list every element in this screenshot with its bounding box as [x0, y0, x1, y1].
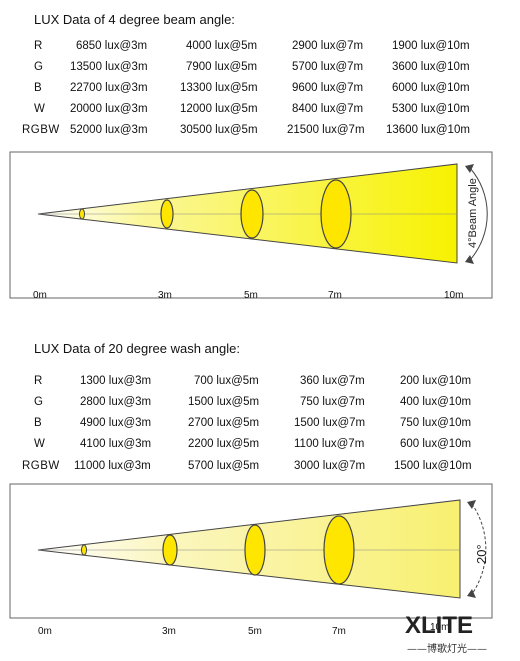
table-row: G 2800 lux@3m 1500 lux@5m 750 lux@7m 400…	[0, 396, 520, 412]
logo-subtitle: ——博歌灯光——	[407, 644, 487, 655]
lux-value: 600 lux@10m	[400, 438, 472, 450]
arrow-head	[467, 500, 476, 509]
beam-diagram: 4°Beam Angle	[9, 151, 493, 299]
lux-value: 22700 lux@3m	[70, 82, 148, 94]
lux-value: 6850 lux@3m	[76, 40, 148, 52]
lux-value: 400 lux@10m	[400, 396, 472, 408]
beam-section-title: LUX Data of 4 degree beam angle:	[34, 12, 235, 27]
distance-label: 3m	[162, 626, 176, 637]
spot-ellipse	[79, 208, 85, 220]
spot-ellipse	[81, 544, 87, 556]
arrow-head	[465, 164, 474, 173]
distance-label: 7m	[328, 290, 342, 301]
lux-value: 21500 lux@7m	[287, 124, 365, 136]
lux-value: 1500 lux@5m	[188, 396, 260, 408]
spot-ellipse	[320, 179, 352, 249]
distance-label: 5m	[244, 290, 258, 301]
color-label: G	[34, 396, 43, 408]
lux-value: 5300 lux@10m	[392, 103, 470, 115]
color-label: G	[34, 61, 43, 73]
lux-value: 30500 lux@5m	[180, 124, 258, 136]
lux-value: 20000 lux@3m	[70, 103, 148, 115]
lux-value: 13600 lux@10m	[386, 124, 470, 136]
spot-ellipse	[240, 189, 264, 239]
spot-ellipse	[323, 515, 355, 585]
lux-value: 1300 lux@3m	[80, 375, 152, 387]
color-label: B	[34, 82, 42, 94]
arrow-head	[465, 255, 474, 264]
wash-section-title: LUX Data of 20 degree wash angle:	[34, 341, 240, 356]
table-row: B 4900 lux@3m 2700 lux@5m 1500 lux@7m 75…	[0, 417, 520, 433]
color-label: W	[34, 438, 45, 450]
table-row: W 4100 lux@3m 2200 lux@5m 1100 lux@7m 60…	[0, 438, 520, 454]
distance-label: 5m	[248, 626, 262, 637]
angle-arc	[471, 503, 487, 595]
color-label: RGBW	[22, 460, 60, 472]
diagram-frame	[9, 151, 493, 299]
lux-value: 750 lux@10m	[400, 417, 472, 429]
table-row: W 20000 lux@3m 12000 lux@5m 8400 lux@7m …	[0, 103, 520, 119]
lux-value: 3600 lux@10m	[392, 61, 470, 73]
color-label: B	[34, 417, 42, 429]
color-label: R	[34, 375, 43, 387]
lux-value: 5700 lux@7m	[292, 61, 364, 73]
table-row: R 1300 lux@3m 700 lux@5m 360 lux@7m 200 …	[0, 375, 520, 391]
wash-diagram: 20°	[9, 483, 493, 619]
lux-value: 3000 lux@7m	[294, 460, 366, 472]
lux-value: 4000 lux@5m	[186, 40, 258, 52]
distance-label: 10m	[444, 290, 464, 301]
distance-label: 7m	[332, 626, 346, 637]
lux-value: 700 lux@5m	[194, 375, 259, 387]
lux-value: 360 lux@7m	[300, 375, 365, 387]
distance-label: 0m	[33, 290, 47, 301]
angle-label: 4°Beam Angle	[467, 178, 479, 248]
spot-ellipse	[160, 199, 174, 229]
table-row: B 22700 lux@3m 13300 lux@5m 9600 lux@7m …	[0, 82, 520, 98]
brand-logo: XLITE ——博歌灯光——	[405, 612, 505, 655]
lux-value: 1900 lux@10m	[392, 40, 470, 52]
lux-value: 5700 lux@5m	[188, 460, 260, 472]
lux-value: 1500 lux@7m	[294, 417, 366, 429]
table-row: RGBW 11000 lux@3m 5700 lux@5m 3000 lux@7…	[0, 460, 520, 476]
lux-value: 2900 lux@7m	[292, 40, 364, 52]
lux-value: 200 lux@10m	[400, 375, 472, 387]
color-label: RGBW	[22, 124, 60, 136]
lux-value: 13500 lux@3m	[70, 61, 148, 73]
spot-ellipse	[162, 534, 178, 566]
lux-value: 52000 lux@3m	[70, 124, 148, 136]
arrow-head	[467, 589, 476, 598]
distance-label: 0m	[38, 626, 52, 637]
table-row: R 6850 lux@3m 4000 lux@5m 2900 lux@7m 19…	[0, 40, 520, 56]
lux-value: 11000 lux@3m	[74, 460, 151, 472]
lux-value: 13300 lux@5m	[180, 82, 258, 94]
lux-value: 2700 lux@5m	[188, 417, 260, 429]
table-row: G 13500 lux@3m 7900 lux@5m 5700 lux@7m 3…	[0, 61, 520, 77]
color-label: W	[34, 103, 45, 115]
angle-arc	[469, 167, 488, 261]
distance-label: 3m	[158, 290, 172, 301]
lux-value: 8400 lux@7m	[292, 103, 364, 115]
spot-ellipse	[244, 524, 266, 576]
lux-value: 4100 lux@3m	[80, 438, 152, 450]
lux-value: 750 lux@7m	[300, 396, 365, 408]
lux-value: 6000 lux@10m	[392, 82, 470, 94]
table-row: RGBW 52000 lux@3m 30500 lux@5m 21500 lux…	[0, 124, 520, 140]
lux-value: 12000 lux@5m	[180, 103, 258, 115]
diagram-frame	[9, 483, 493, 619]
distance-label: 10m	[430, 622, 450, 633]
angle-label: 20°	[474, 544, 489, 564]
lux-value: 7900 lux@5m	[186, 61, 258, 73]
lux-value: 1500 lux@10m	[394, 460, 472, 472]
logo-text: XLITE	[405, 612, 474, 639]
color-label: R	[34, 40, 43, 52]
lux-value: 1100 lux@7m	[294, 438, 365, 450]
lux-value: 2800 lux@3m	[80, 396, 152, 408]
lux-value: 2200 lux@5m	[188, 438, 260, 450]
lux-value: 4900 lux@3m	[80, 417, 152, 429]
lux-value: 9600 lux@7m	[292, 82, 364, 94]
